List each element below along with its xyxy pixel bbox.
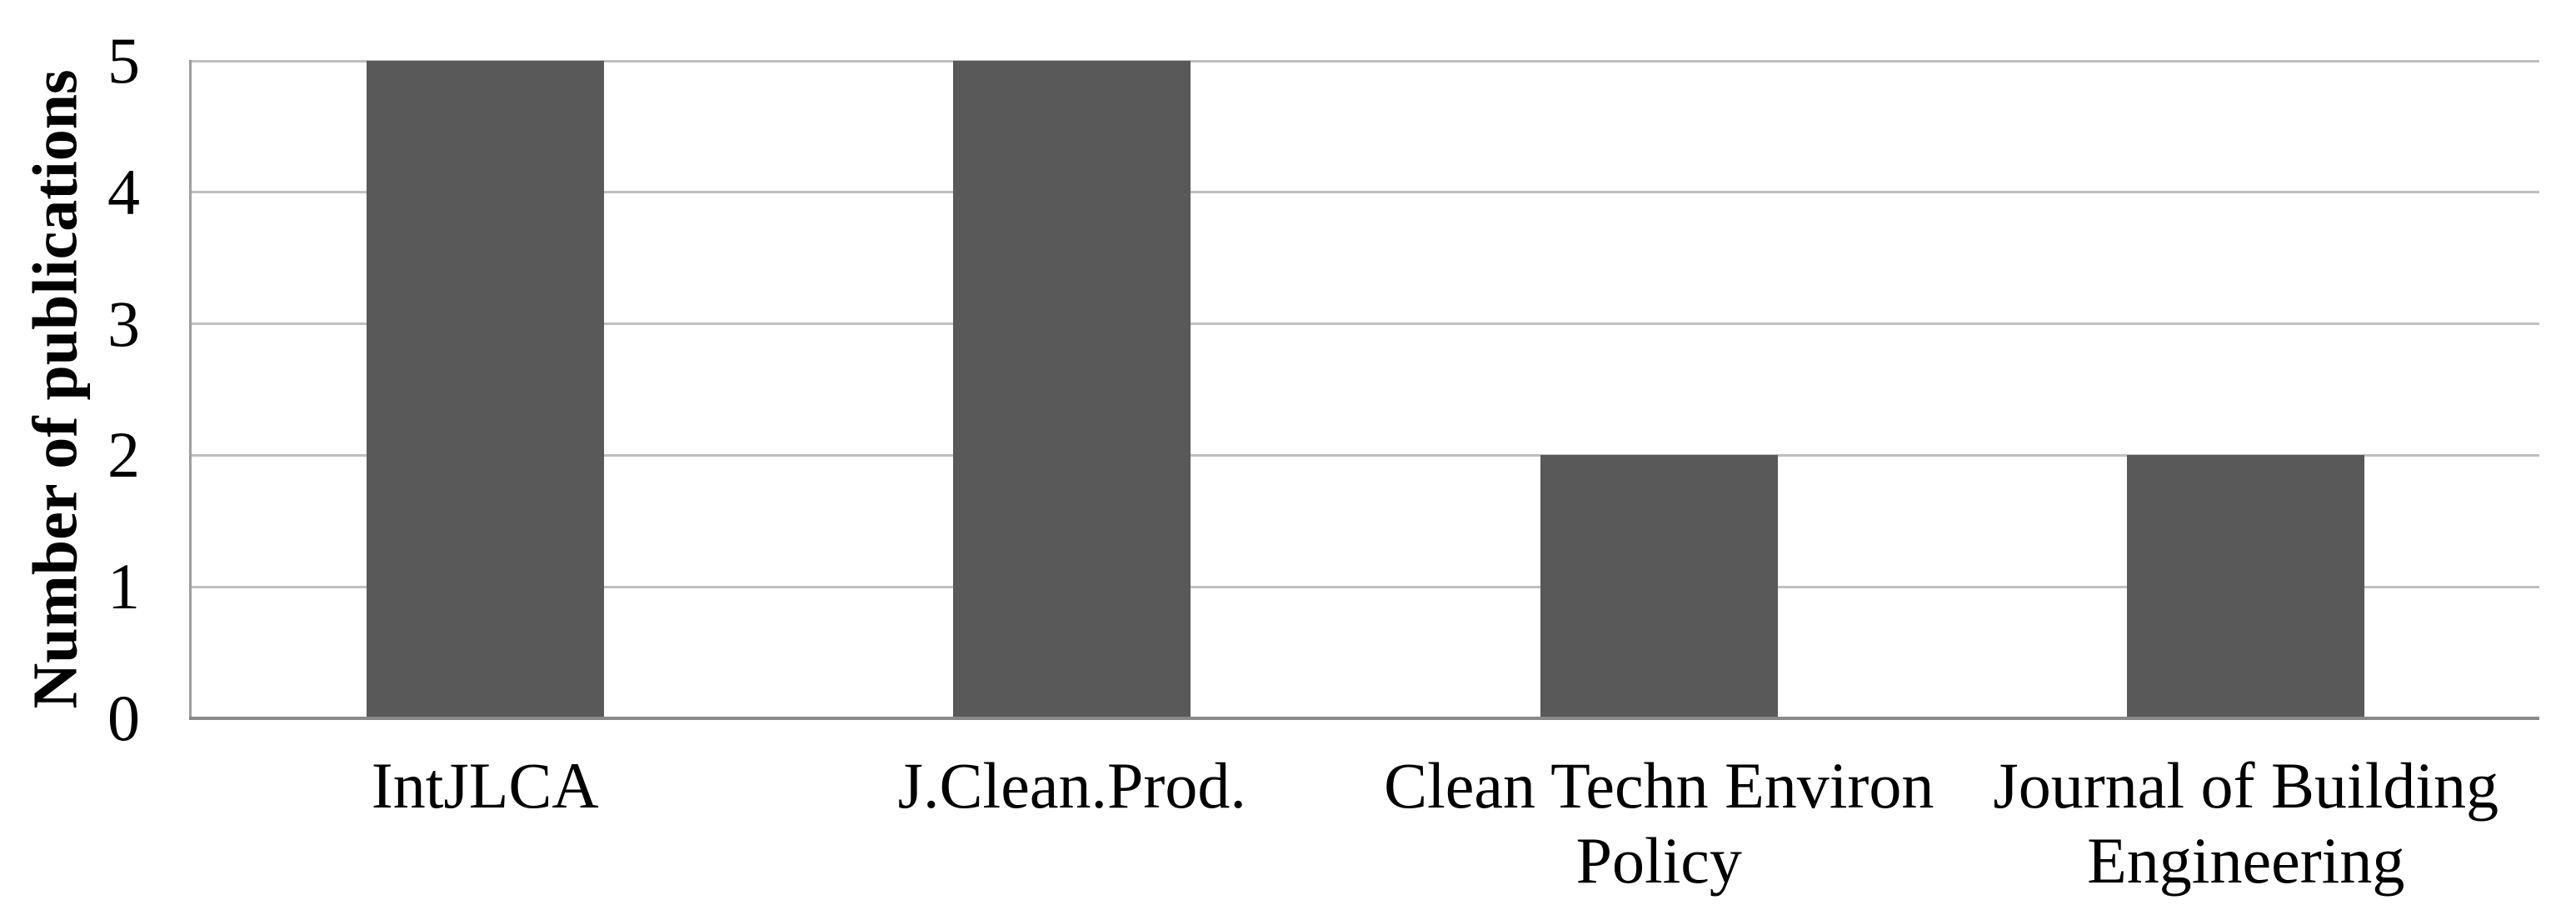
x-category-label: IntJLCA: [371, 749, 599, 822]
gridline: [192, 322, 2539, 326]
gridline: [192, 191, 2539, 194]
y-tick-label: 5: [107, 24, 140, 97]
bar: [953, 61, 1191, 718]
bar: [366, 61, 604, 718]
gridline: [192, 453, 2539, 457]
x-category-label: Journal of Building Engineering: [1993, 749, 2499, 897]
y-tick-label: 1: [107, 550, 140, 623]
y-tick-label: 4: [107, 155, 140, 228]
y-axis-line: [189, 60, 192, 720]
x-category-label: J.Clean.Prod.: [897, 749, 1246, 822]
bar: [2127, 455, 2365, 718]
y-tick-label: 2: [107, 418, 140, 492]
x-category-label: Clean Techn Environ Policy: [1384, 749, 1934, 897]
gridline: [192, 59, 2539, 62]
y-tick-label: 3: [107, 287, 140, 360]
x-axis-line: [189, 717, 2539, 720]
plot-area: [189, 59, 2539, 720]
bar: [1540, 455, 1778, 718]
y-axis-tick-labels: 0 1 2 3 4 5: [0, 0, 140, 920]
y-tick-label: 0: [107, 682, 140, 754]
gridline: [192, 585, 2539, 588]
